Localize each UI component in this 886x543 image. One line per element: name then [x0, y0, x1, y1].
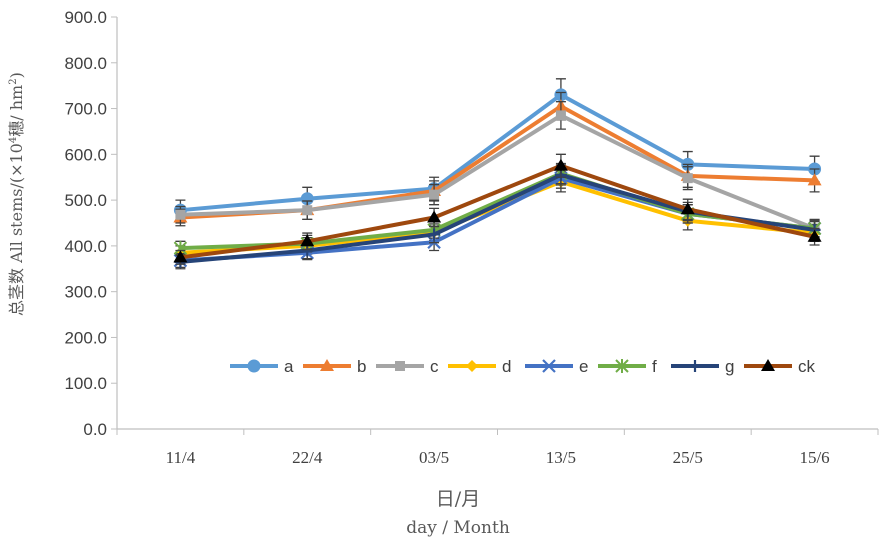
series-line-a: [178, 92, 817, 213]
data-point-ck: [427, 210, 442, 223]
x-tick-label: 11/4: [166, 448, 196, 467]
series-line-ck: [178, 163, 817, 260]
legend: a b c d e f g ck: [230, 357, 816, 376]
legend-label-d: d: [502, 357, 511, 376]
x-axis-title-en: day / Month: [406, 518, 510, 538]
x-tick-label: 22/4: [292, 448, 323, 467]
y-axis-title-en: All stems/(×10: [7, 143, 26, 268]
y-tick-label: 200.0: [64, 328, 107, 347]
data-point-ck: [300, 234, 315, 247]
y-axis-title-sup1: 4: [8, 137, 19, 143]
series-layer: [173, 78, 822, 270]
x-axis-title-cn: 日/月: [436, 488, 480, 510]
legend-label-b: b: [357, 357, 366, 376]
y-axis-title-sup2: 2: [8, 78, 19, 84]
data-point-ck: [807, 229, 822, 242]
legend-marker-c: [395, 361, 405, 371]
data-point-c: [302, 205, 313, 216]
legend-marker-ck: [761, 359, 775, 371]
y-tick-label: 500.0: [64, 191, 107, 210]
y-axis-title-mid: 穗/ hm: [7, 85, 26, 137]
legend-marker-b: [320, 359, 334, 371]
legend-item-b: b: [303, 357, 366, 376]
legend-item-a: a: [230, 357, 294, 376]
axes: 0.0 100.0 200.0 300.0 400.0 500.0 600.0 700.0 80…: [64, 8, 879, 467]
legend-label-c: c: [430, 357, 439, 376]
series-line-d: [178, 179, 817, 255]
series-c: [175, 101, 820, 239]
data-point-ck: [553, 158, 568, 171]
x-tick-label: 13/5: [546, 448, 576, 467]
series-line-c: [178, 113, 817, 231]
data-point-c: [429, 189, 440, 200]
legend-marker-f: [615, 359, 629, 373]
y-tick-label: 100.0: [64, 374, 107, 393]
y-tick-label: 900.0: [64, 8, 107, 27]
y-axis-title-end: ): [7, 72, 26, 78]
y-axis-title-cn: 总茎数: [7, 268, 26, 316]
legend-label-ck: ck: [798, 357, 816, 376]
legend-item-e: e: [525, 357, 588, 376]
x-tick-label: 03/5: [419, 448, 449, 467]
y-axis-title: 总茎数 All stems/(×104穗/ hm2): [7, 72, 26, 316]
data-point-g: [428, 228, 441, 241]
data-point-ck: [173, 250, 188, 263]
legend-marker-e: [542, 359, 556, 373]
y-tick-label: 400.0: [64, 237, 107, 256]
x-tick-label: 25/5: [673, 448, 703, 467]
legend-label-e: e: [579, 357, 588, 376]
legend-item-c: c: [376, 357, 439, 376]
legend-item-ck: ck: [744, 357, 816, 376]
legend-marker-d: [466, 360, 478, 372]
legend-label-a: a: [284, 357, 294, 376]
data-point-c: [555, 110, 566, 121]
y-tick-label: 700.0: [64, 100, 107, 119]
legend-label-f: f: [652, 357, 657, 376]
x-tick-label: 15/6: [799, 448, 829, 467]
legend-item-f: f: [598, 357, 657, 376]
y-tick-label: 600.0: [64, 145, 107, 164]
legend-item-d: d: [448, 357, 511, 376]
data-point-c: [682, 173, 693, 184]
y-tick-label: 0.0: [83, 420, 107, 439]
legend-marker-g: [689, 360, 701, 372]
data-point-ck: [680, 202, 695, 215]
data-point-b: [807, 173, 822, 186]
data-point-c: [175, 209, 186, 220]
y-tick-label: 300.0: [64, 283, 107, 302]
series-ck: [173, 153, 822, 265]
axis-titles: 总茎数 All stems/(×104穗/ hm2) 日/月 day / Mon…: [7, 72, 510, 538]
y-tick-label: 800.0: [64, 54, 107, 73]
legend-item-g: g: [671, 357, 734, 376]
legend-marker-a: [247, 359, 261, 373]
legend-label-g: g: [725, 357, 734, 376]
